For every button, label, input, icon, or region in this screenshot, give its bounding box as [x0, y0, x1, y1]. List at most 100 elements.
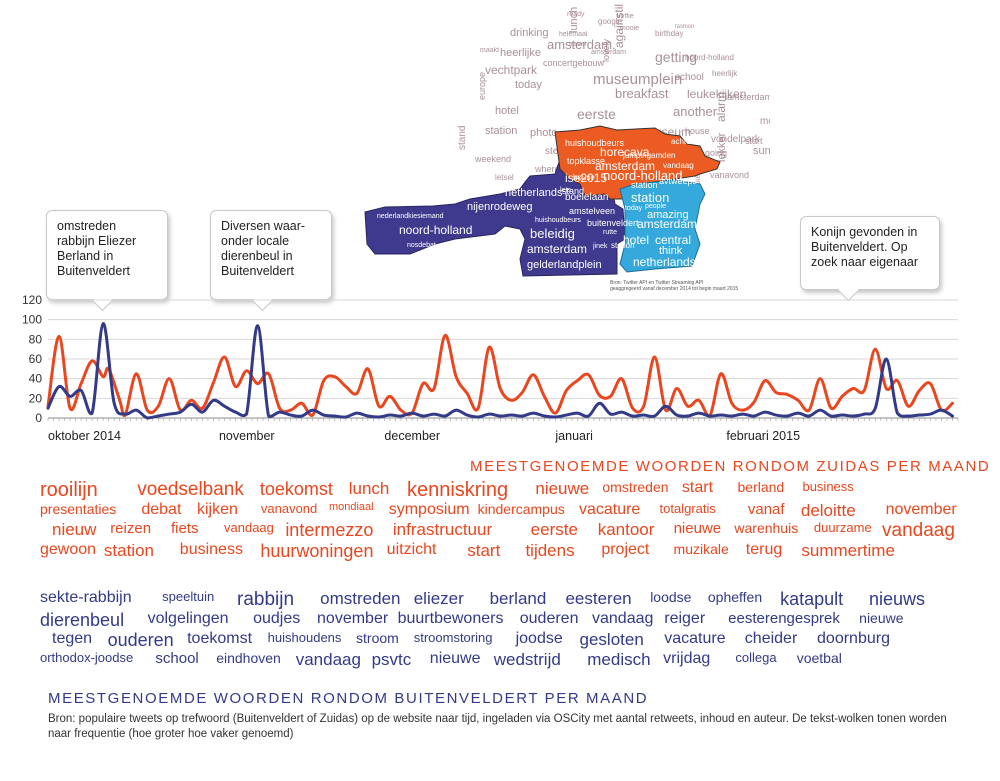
- map-word-purple: amstelveen: [569, 206, 615, 216]
- cloud-word: oudjes: [253, 610, 301, 627]
- cloud-word: helemaal: [559, 31, 588, 38]
- series-point-1: [411, 412, 413, 414]
- cloud-word: nieuw: [52, 520, 97, 539]
- cloud-word: travel: [569, 41, 587, 48]
- cloud-word: voetbal: [796, 650, 842, 666]
- map-word-blue: hotel: [623, 233, 649, 247]
- chart-grid: [47, 299, 959, 421]
- cloud-word: fashion: [675, 24, 694, 30]
- series-point-1: [113, 402, 115, 404]
- series-point-0: [598, 394, 601, 396]
- cloud-word: hotel: [495, 105, 519, 117]
- series-point-1: [676, 414, 678, 416]
- series-point-0: [742, 409, 744, 411]
- map-word-purple: buitenveldert: [587, 218, 639, 228]
- map-word-orange: ise2015: [565, 171, 607, 185]
- series-point-1: [91, 412, 93, 414]
- series-point-1: [323, 414, 325, 416]
- series-point-1: [819, 409, 821, 411]
- series-point-0: [466, 392, 468, 395]
- y-tick-label: 100: [22, 313, 42, 327]
- map-word-blue: amsterdam: [637, 217, 697, 231]
- cloud-word: today: [515, 79, 542, 91]
- cloud-word: deloitte: [800, 501, 856, 520]
- cloud-word: amsterdam: [591, 49, 626, 56]
- cloud-word: tijdens: [525, 541, 575, 560]
- series-point-0: [323, 380, 325, 382]
- cloud-word: nieuws: [869, 589, 926, 609]
- cloud-word: opheffen: [707, 589, 763, 605]
- series-point-0: [400, 409, 402, 411]
- cloud-word: infrastructuur: [392, 520, 493, 539]
- series-point-1: [797, 412, 799, 414]
- series-point-1: [268, 415, 270, 417]
- series-point-0: [279, 407, 281, 409]
- cloud-word: koffie: [617, 13, 634, 20]
- cloud-word: joodse: [515, 630, 563, 647]
- series-point-0: [808, 409, 810, 411]
- series-point-1: [742, 413, 744, 415]
- series-line-1: [46, 322, 954, 420]
- series-point-1: [764, 411, 766, 413]
- cloud-word: vechtpark: [485, 63, 538, 77]
- map-word-orange: huishoudbeurs: [565, 138, 625, 148]
- x-month-label: januari: [554, 429, 593, 443]
- cloud-word: tegen: [52, 630, 93, 647]
- cloud-word: presentaties: [40, 501, 117, 517]
- series-point-0: [576, 380, 579, 382]
- map-word-orange: topklasse: [567, 156, 605, 166]
- source-note: Bron: populaire tweets op trefwoord (Bui…: [48, 713, 947, 740]
- cloud-word: start: [745, 136, 763, 146]
- cloud-word: eerste: [530, 520, 578, 539]
- map-word-blue: people: [645, 203, 666, 210]
- series-point-0: [885, 387, 887, 390]
- cloud-word: wedstrijd: [493, 650, 561, 669]
- series-point-1: [422, 415, 424, 417]
- series-point-0: [609, 395, 612, 397]
- series-point-1: [687, 415, 689, 417]
- map-word-blue: central: [655, 233, 691, 247]
- map-word-orange: station: [631, 180, 658, 190]
- annotation-berland-text: omstreden rabbijn Eliezer Berland in Bui…: [57, 219, 137, 278]
- series-point-0: [157, 405, 159, 407]
- series-point-0: [665, 409, 667, 411]
- series-point-0: [367, 368, 369, 370]
- cloud-word: volgelingen: [147, 610, 229, 627]
- cloud-word: another: [673, 104, 718, 119]
- cloud-word: debat: [141, 501, 182, 518]
- cloud-word: huurwoningen: [260, 541, 374, 561]
- map-word-purple: nijenrodeweg: [467, 201, 532, 213]
- map-word-orange: noord-holland: [603, 168, 683, 183]
- map-region-zuidas: [554, 125, 721, 200]
- series-point-1: [918, 414, 920, 416]
- cloud-word: going: [705, 148, 727, 158]
- map-word-purple: amsterdam: [527, 242, 587, 256]
- cloud-word: amsterdam.: [547, 37, 616, 52]
- cloud-word: duurzame: [813, 520, 872, 535]
- y-tick-label: 60: [29, 352, 43, 366]
- series-point-0: [488, 346, 490, 348]
- cloud-word: lunch: [568, 7, 580, 33]
- series-point-0: [378, 405, 380, 407]
- series-point-0: [929, 382, 932, 385]
- map-word-purple: gelderlandplein: [527, 259, 602, 271]
- series-point-1: [643, 414, 645, 416]
- cloud-word: school: [155, 650, 199, 667]
- series-point-1: [157, 415, 159, 417]
- series-point-1: [654, 415, 656, 417]
- cloud-word: letsel: [495, 173, 514, 182]
- cloud-word: europe: [477, 72, 487, 100]
- series-point-0: [532, 374, 534, 376]
- cloud-word: kijken: [196, 501, 238, 518]
- cloud-word: warenhuis: [734, 520, 799, 536]
- series-point-0: [554, 412, 556, 414]
- series-point-1: [852, 415, 854, 417]
- cloud-word: breakfast: [615, 86, 669, 101]
- series-point-0: [290, 409, 292, 411]
- series-point-0: [698, 399, 700, 401]
- series-point-0: [676, 387, 678, 390]
- cloud-word: speeltuin: [162, 589, 215, 604]
- series-point-0: [135, 373, 137, 375]
- cloud-word: lunch: [348, 479, 390, 498]
- series-point-1: [279, 411, 281, 413]
